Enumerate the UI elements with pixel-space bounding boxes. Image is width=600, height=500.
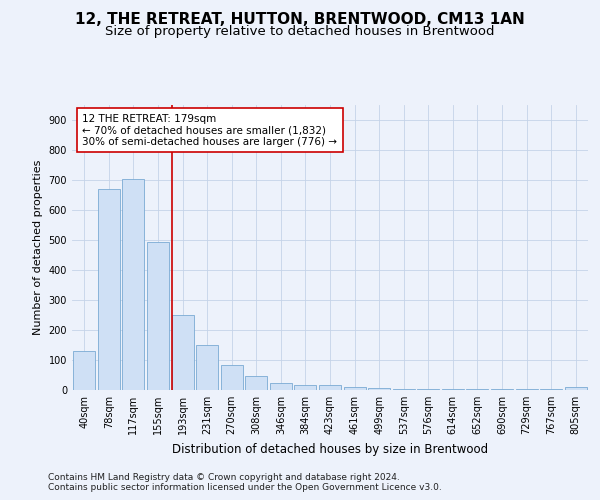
Bar	[221, 364, 243, 390]
Bar	[196, 345, 218, 390]
Bar	[122, 178, 145, 390]
Bar	[172, 315, 194, 390]
Text: Contains HM Land Registry data © Crown copyright and database right 2024.: Contains HM Land Registry data © Crown c…	[48, 472, 400, 482]
Text: 12, THE RETREAT, HUTTON, BRENTWOOD, CM13 1AN: 12, THE RETREAT, HUTTON, BRENTWOOD, CM13…	[75, 12, 525, 28]
Bar	[245, 376, 268, 390]
Bar	[368, 388, 390, 390]
Bar	[344, 387, 365, 390]
Text: 12 THE RETREAT: 179sqm
← 70% of detached houses are smaller (1,832)
30% of semi-: 12 THE RETREAT: 179sqm ← 70% of detached…	[82, 114, 337, 147]
Y-axis label: Number of detached properties: Number of detached properties	[33, 160, 43, 335]
Bar	[417, 389, 439, 390]
Bar	[270, 384, 292, 390]
Bar	[295, 385, 316, 390]
Bar	[98, 189, 120, 390]
Bar	[392, 388, 415, 390]
Bar	[565, 387, 587, 390]
Bar	[73, 351, 95, 390]
Text: Contains public sector information licensed under the Open Government Licence v3: Contains public sector information licen…	[48, 484, 442, 492]
Bar	[319, 385, 341, 390]
Text: Size of property relative to detached houses in Brentwood: Size of property relative to detached ho…	[105, 25, 495, 38]
Bar	[147, 242, 169, 390]
Text: Distribution of detached houses by size in Brentwood: Distribution of detached houses by size …	[172, 442, 488, 456]
